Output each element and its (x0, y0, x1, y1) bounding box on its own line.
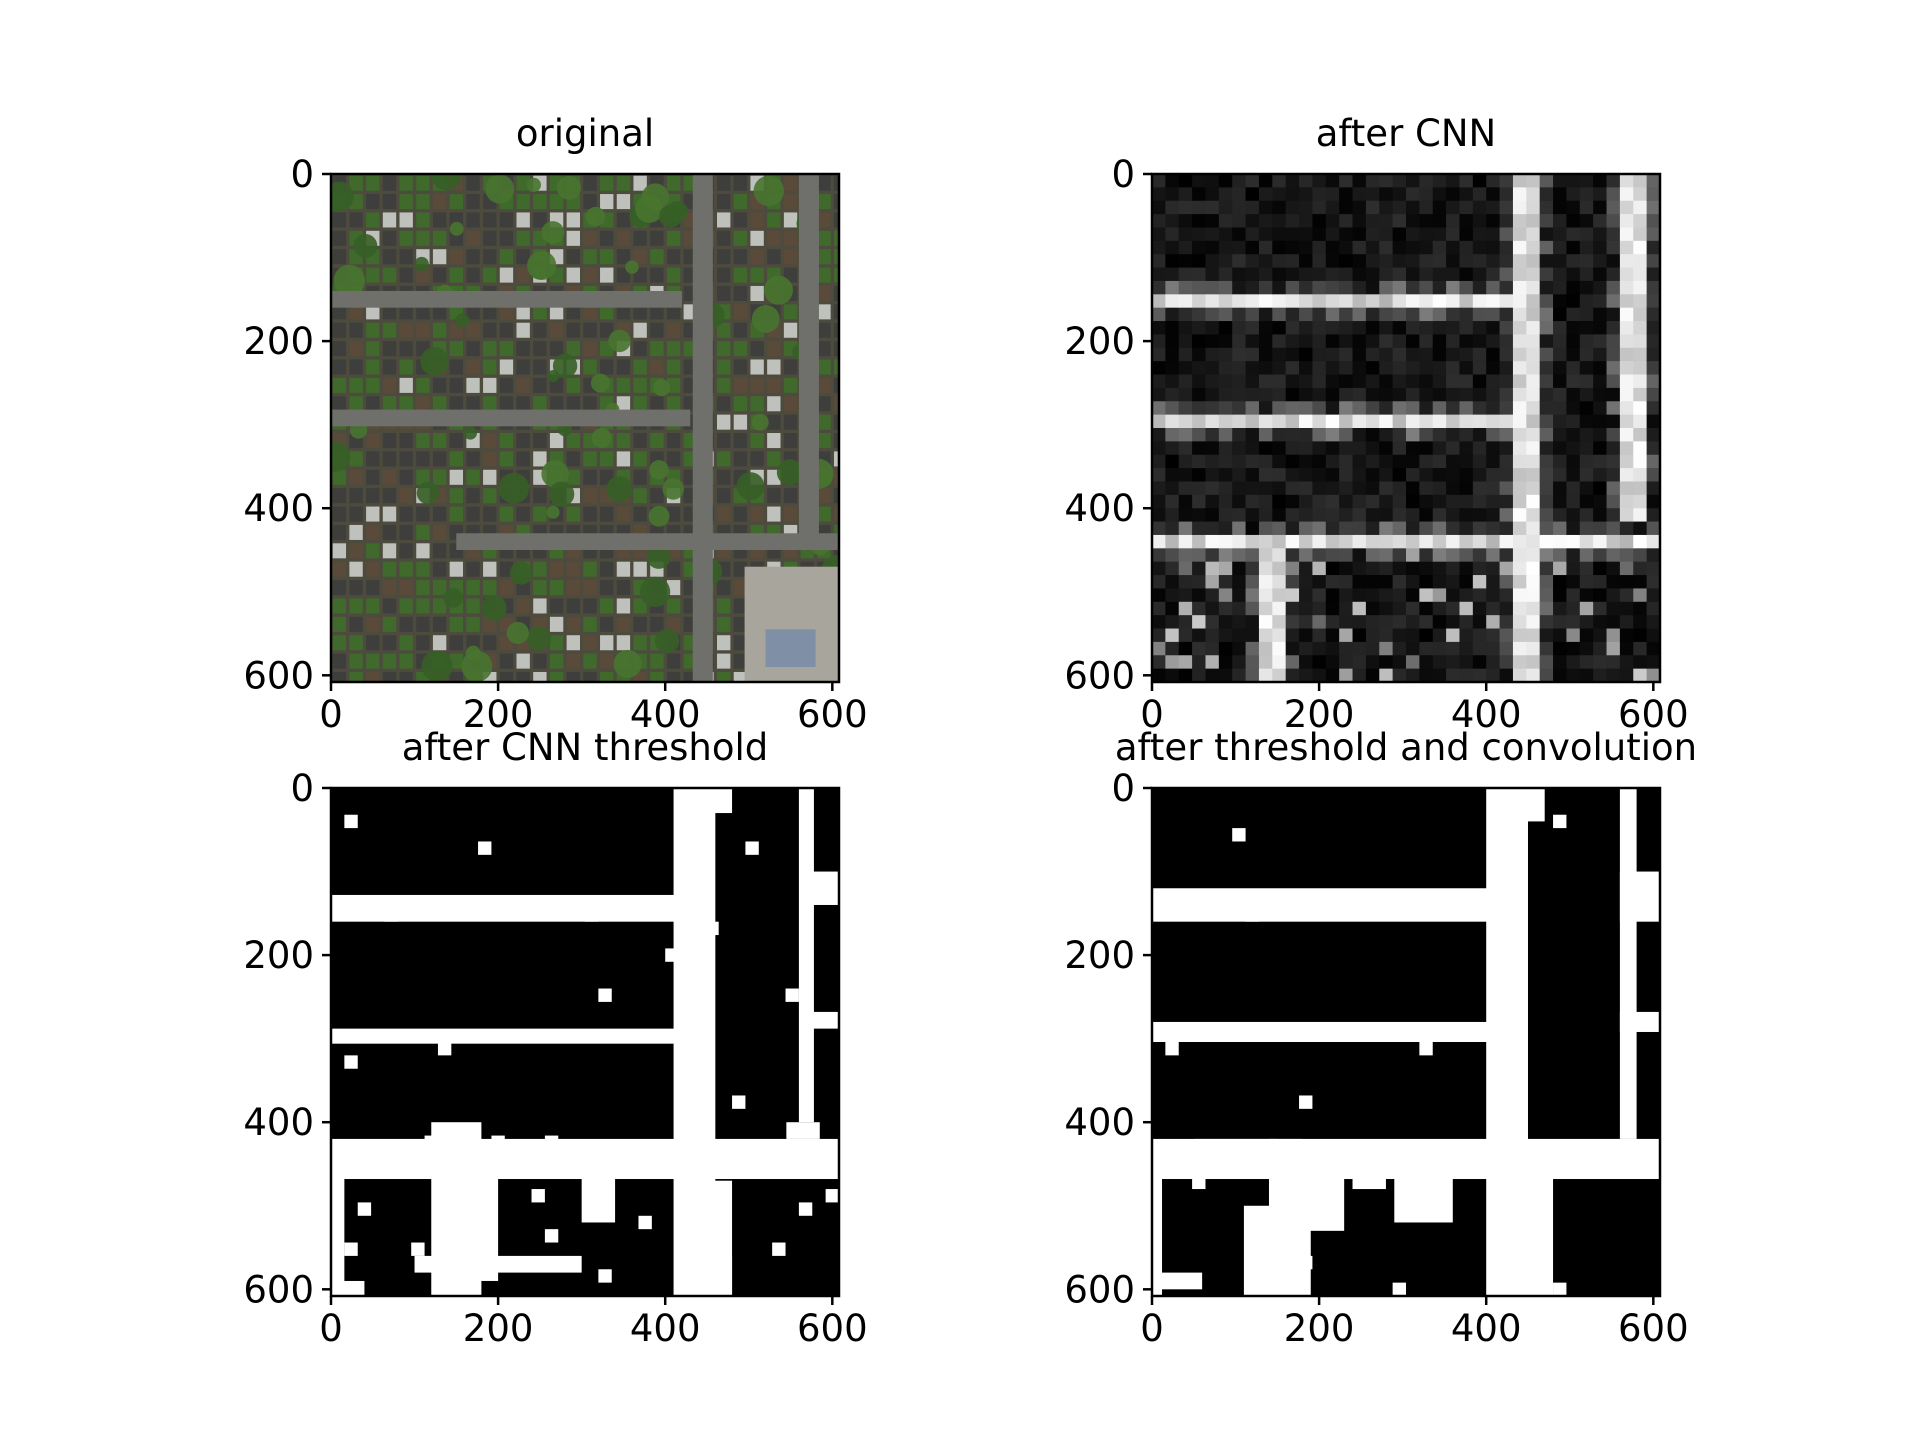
x-tick-label: 400 (630, 693, 701, 736)
x-tick-label: 600 (797, 693, 868, 736)
x-tick-label: 200 (463, 1307, 534, 1350)
y-tick-label: 600 (243, 654, 314, 697)
y-tick-label: 600 (243, 1268, 314, 1311)
x-tick-label: 400 (1451, 693, 1522, 736)
x-tick-label: 400 (1451, 1307, 1522, 1350)
axes-frame (329, 172, 841, 684)
x-tick-label: 600 (1618, 693, 1689, 736)
y-tick-label: 200 (1064, 320, 1135, 363)
y-tick-label: 400 (243, 487, 314, 530)
y-tick-label: 0 (1111, 153, 1135, 196)
y-tick-label: 600 (1064, 1268, 1135, 1311)
binary-map-4 (1152, 788, 1660, 1296)
x-tick-label: 0 (1140, 1307, 1164, 1350)
y-tick-label: 0 (1111, 767, 1135, 810)
y-tick-label: 400 (1064, 1101, 1135, 1144)
y-tick-label: 400 (1064, 487, 1135, 530)
x-tick-label: 200 (1284, 1307, 1355, 1350)
y-tick-label: 200 (243, 320, 314, 363)
aerial-image (331, 174, 839, 682)
x-tick-label: 0 (1140, 693, 1164, 736)
axes-frame (1150, 786, 1662, 1298)
binary-map-3 (331, 788, 839, 1296)
x-tick-label: 400 (630, 1307, 701, 1350)
y-tick-label: 0 (290, 153, 314, 196)
y-tick-label: 200 (243, 934, 314, 977)
y-tick-label: 600 (1064, 654, 1135, 697)
x-tick-label: 600 (797, 1307, 868, 1350)
x-tick-label: 600 (1618, 1307, 1689, 1350)
panel-title: after CNN threshold (402, 726, 769, 769)
y-tick-label: 0 (290, 767, 314, 810)
x-tick-label: 200 (463, 693, 534, 736)
y-tick-label: 400 (243, 1101, 314, 1144)
axes-frame (1150, 172, 1662, 684)
y-tick-label: 200 (1064, 934, 1135, 977)
panel-title: after threshold and convolution (1115, 726, 1697, 769)
x-tick-label: 200 (1284, 693, 1355, 736)
x-tick-label: 0 (319, 693, 343, 736)
panel-title: original (516, 112, 654, 155)
axes-frame (329, 786, 841, 1298)
cnn-heatmap (1152, 174, 1661, 683)
panel-title: after CNN (1316, 112, 1496, 155)
x-tick-label: 0 (319, 1307, 343, 1350)
